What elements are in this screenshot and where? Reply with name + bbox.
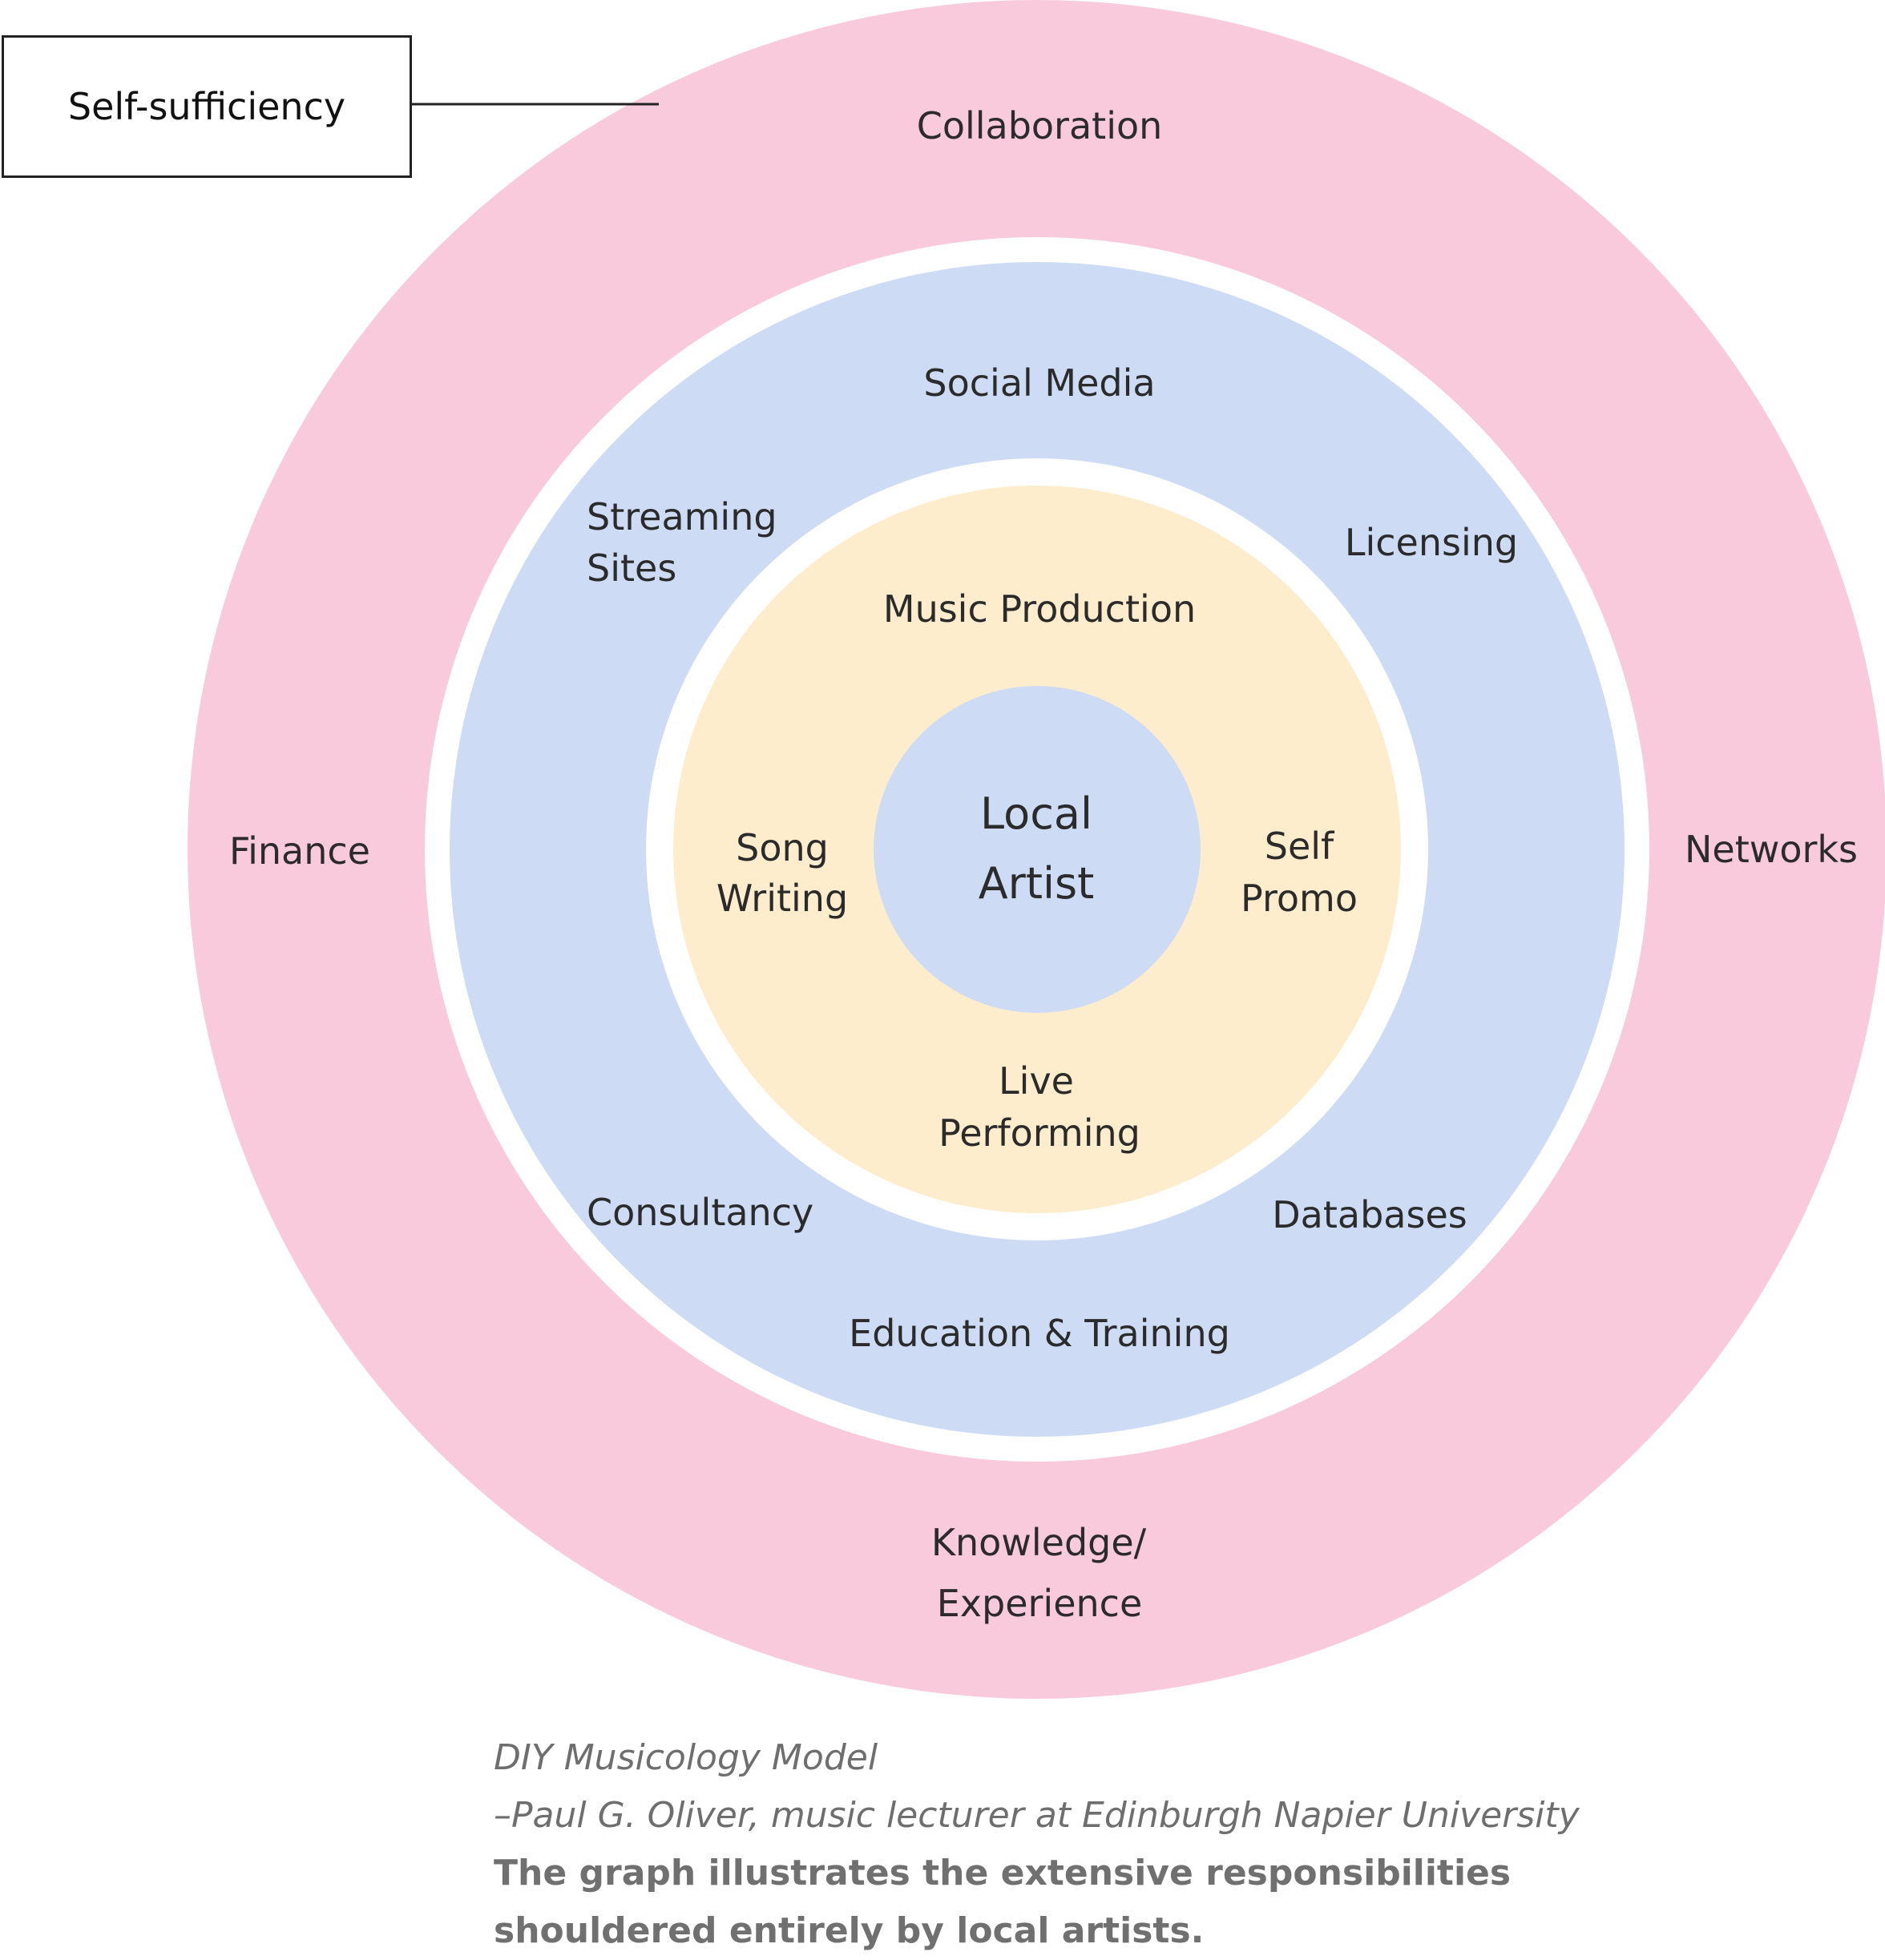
label-live: Live [999, 1059, 1074, 1103]
label-finance: Finance [229, 829, 370, 873]
label-song: Song [736, 826, 829, 869]
label-licensing: Licensing [1345, 521, 1518, 564]
center-circle [874, 686, 1201, 1013]
label-collaboration: Collaboration [917, 104, 1163, 147]
self-sufficiency-callout: Self-sufficiency [2, 35, 412, 178]
diy-musicology-diagram: Collaboration Finance Networks Knowledge… [188, 0, 1885, 1699]
caption-attribution: –Paul G. Oliver, music lecturer at Edinb… [494, 1795, 1580, 1836]
label-streaming: Streaming [587, 495, 777, 538]
label-promo: Promo [1241, 877, 1358, 920]
label-local: Local [980, 788, 1092, 839]
caption-description-line2: shouldered entirely by local artists. [494, 1910, 1205, 1951]
label-education-training: Education & Training [849, 1312, 1230, 1355]
label-networks: Networks [1685, 828, 1858, 871]
label-knowledge: Knowledge/ [931, 1521, 1147, 1564]
label-sites: Sites [587, 546, 676, 590]
diagram-caption: DIY Musicology Model –Paul G. Oliver, mu… [494, 1729, 1856, 1960]
label-artist: Artist [979, 858, 1095, 909]
label-social-media: Social Media [923, 361, 1155, 405]
caption-title: DIY Musicology Model [494, 1737, 878, 1778]
self-sufficiency-label: Self-sufficiency [67, 85, 346, 128]
label-self: Self [1265, 825, 1335, 868]
label-databases: Databases [1272, 1193, 1467, 1236]
label-consultancy: Consultancy [587, 1191, 813, 1234]
label-music-production: Music Production [883, 587, 1196, 631]
label-experience: Experience [937, 1582, 1143, 1625]
label-performing: Performing [938, 1111, 1140, 1155]
caption-description-line1: The graph illustrates the extensive resp… [494, 1853, 1512, 1893]
label-writing: Writing [716, 877, 848, 920]
